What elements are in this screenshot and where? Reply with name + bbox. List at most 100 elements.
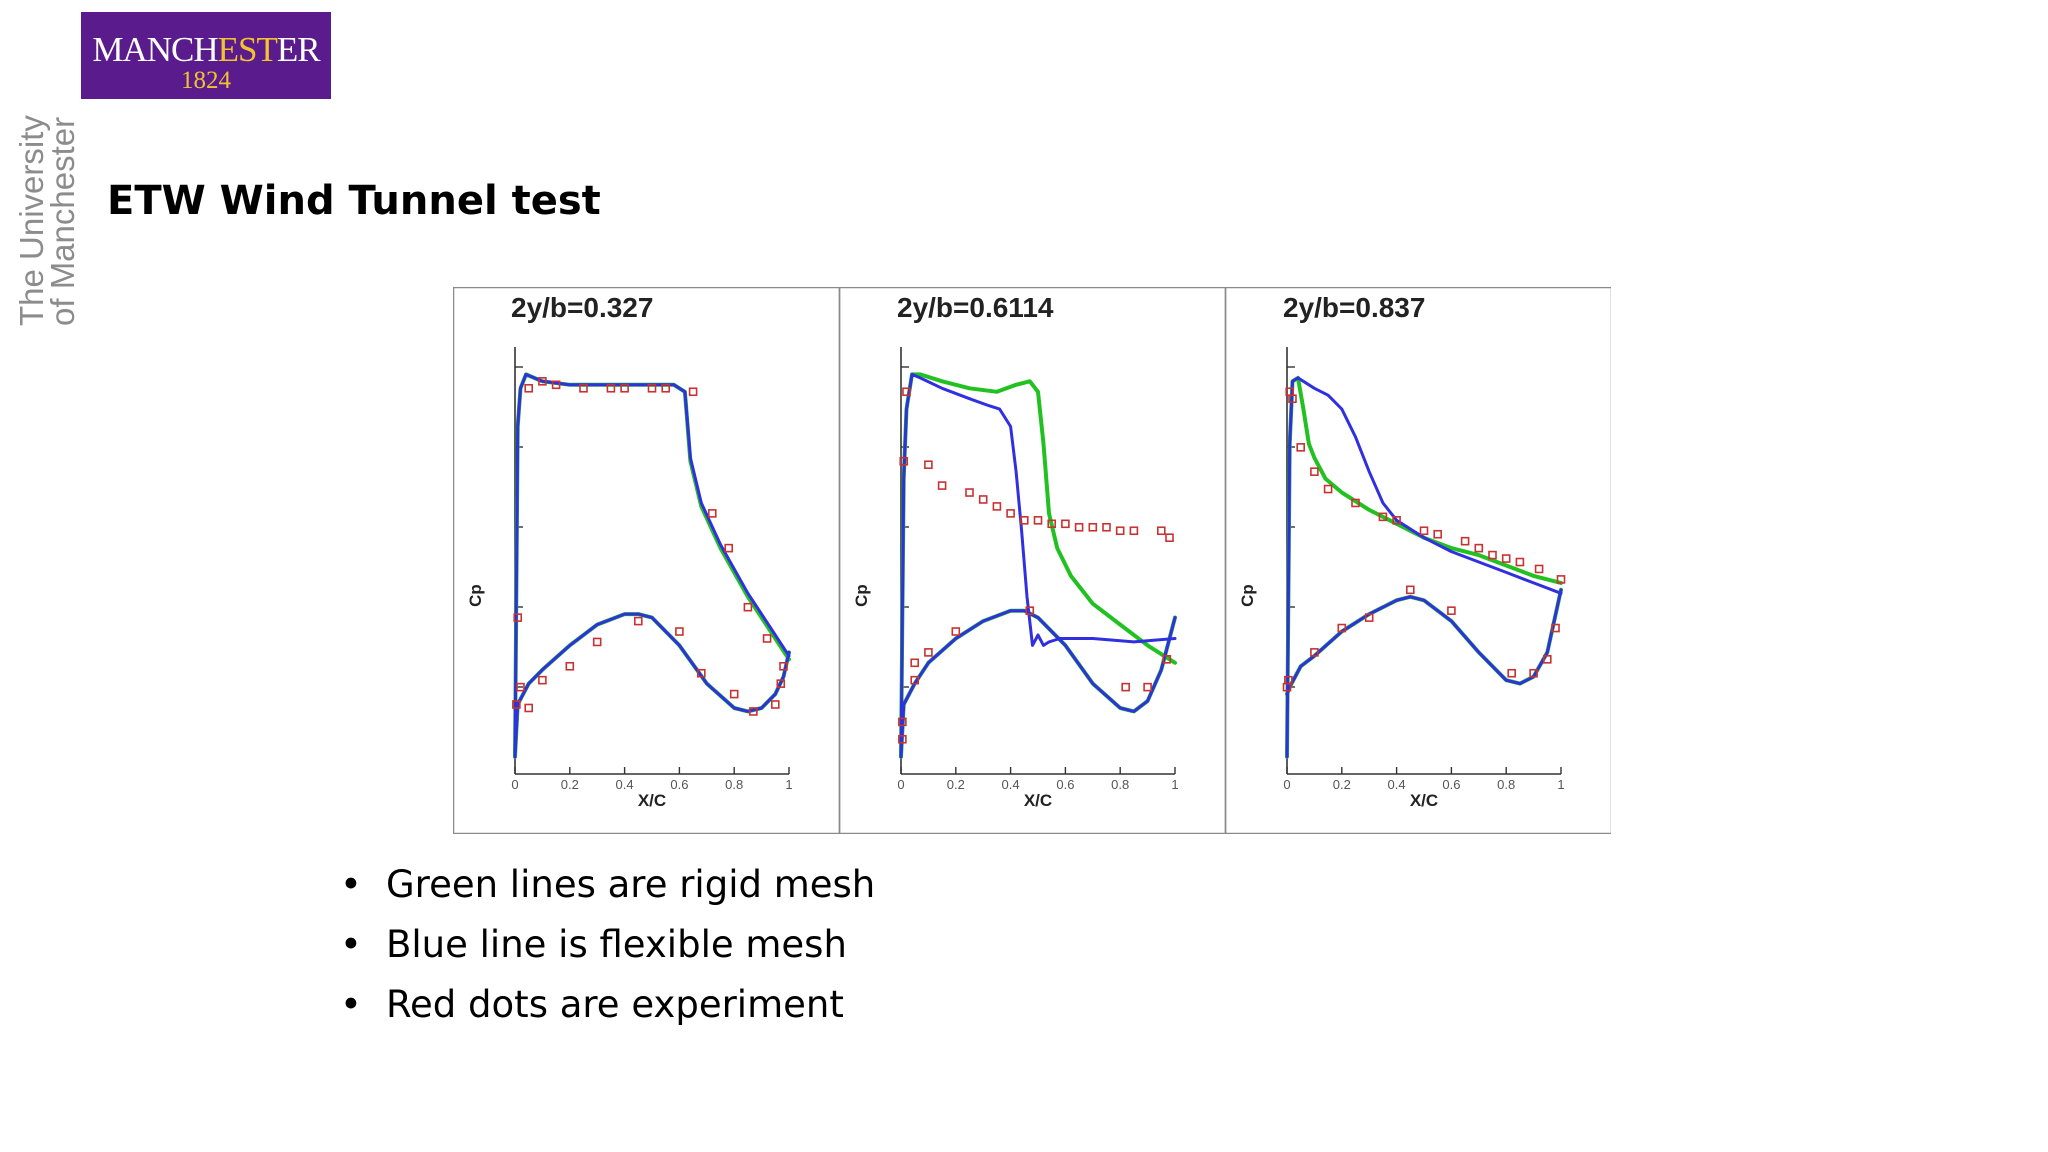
experiment-point xyxy=(978,495,988,504)
experiment-point xyxy=(1515,557,1525,567)
x-tick-label: 1 xyxy=(1171,777,1178,792)
experiment-point xyxy=(1061,519,1070,529)
panel-title: 2y/b=0.327 xyxy=(511,292,653,323)
chart-panel-2: 2y/b=0.6114 0 0.2 0.4 0.6 0.8 1 X/C Cp xyxy=(838,287,1227,834)
university-side-text: The University of Manchester xyxy=(13,96,81,326)
experiment-point xyxy=(770,700,780,709)
panel-title: 2y/b=0.837 xyxy=(1283,292,1425,323)
x-tick-label: 0.2 xyxy=(1333,777,1351,792)
experiment-point xyxy=(902,387,911,397)
flexible-lower-line xyxy=(513,612,791,759)
bullet-text: Green lines are rigid mesh xyxy=(386,863,876,906)
experiment-point xyxy=(924,460,933,470)
experiment-point xyxy=(697,668,706,678)
x-tick-label: 1 xyxy=(785,777,792,792)
experiment-point xyxy=(1433,529,1443,539)
bullet-dot-icon: • xyxy=(340,863,362,906)
side-text-line-2: of Manchester xyxy=(44,116,81,326)
experiment-point xyxy=(516,682,525,692)
chart-panel-3: 2y/b=0.837 0 0.2 0.4 0.6 0.8 1 X/C Cp xyxy=(1224,287,1611,834)
experiment-point xyxy=(647,383,657,393)
cp-distribution-figure: 2y/b=0.327 0 0.2 0.4 0.6 0.8 1 X/C Cp 2y/b=0.6114… xyxy=(453,287,1611,834)
experiment-point xyxy=(1474,543,1484,553)
experiment-point xyxy=(1323,484,1333,494)
x-tick-label: 0.8 xyxy=(1497,777,1515,792)
rigid-upper-line xyxy=(1285,375,1563,759)
x-axis-label: X/C xyxy=(1024,791,1052,810)
experiment-point xyxy=(1288,394,1297,403)
x-tick-label: 0.6 xyxy=(1442,777,1460,792)
x-tick-label: 0.4 xyxy=(1388,777,1406,792)
experiment-point xyxy=(620,383,629,393)
experiment-point xyxy=(1143,682,1152,692)
side-text-line-1: The University xyxy=(13,115,50,326)
experiment-point xyxy=(1501,554,1511,563)
experiment-point xyxy=(1129,526,1139,536)
experiment-point xyxy=(634,616,643,626)
x-tick-label: 0 xyxy=(897,777,904,792)
experiment-point xyxy=(1019,516,1029,525)
experiment-point xyxy=(1006,509,1015,518)
experiment-point xyxy=(937,481,947,490)
panel-frame xyxy=(453,287,841,834)
experiment-point xyxy=(1088,522,1098,532)
experiment-point xyxy=(675,627,684,636)
y-axis-label: Cp xyxy=(852,584,871,607)
experiment-point xyxy=(762,634,772,643)
panel-frame xyxy=(1224,287,1611,834)
y-axis-label: Cp xyxy=(1238,584,1257,607)
x-tick-label: 0.4 xyxy=(1002,777,1020,792)
experiment-point xyxy=(579,383,588,393)
experiment-point xyxy=(1047,519,1057,529)
chart-panel-1: 2y/b=0.327 0 0.2 0.4 0.6 0.8 1 X/C Cp xyxy=(453,287,841,834)
experiment-point xyxy=(729,689,739,699)
rigid-upper-line xyxy=(899,372,1177,759)
experiment-point xyxy=(1556,575,1566,584)
flexible-lower-line xyxy=(1285,588,1563,696)
flexible-upper-line xyxy=(899,372,1177,759)
experiment-point xyxy=(1074,522,1084,532)
experiment-point xyxy=(1162,655,1172,664)
bullet-item: • Green lines are rigid mesh xyxy=(340,855,875,915)
experiment-point xyxy=(1310,467,1319,476)
experiment-point xyxy=(1284,675,1293,685)
x-tick-label: 0.8 xyxy=(725,777,743,792)
x-tick-label: 0.4 xyxy=(616,777,634,792)
experiment-point xyxy=(1529,668,1538,678)
experiment-point xyxy=(1025,606,1035,615)
experiment-point xyxy=(779,661,788,671)
x-tick-label: 0 xyxy=(1283,777,1290,792)
experiment-point xyxy=(1392,516,1401,525)
experiment-point xyxy=(1351,498,1360,508)
x-tick-label: 0.2 xyxy=(561,777,579,792)
bullet-list: • Green lines are rigid mesh • Blue line i… xyxy=(340,855,875,1035)
bullet-dot-icon: • xyxy=(340,983,362,1026)
experiment-point xyxy=(565,661,575,671)
bullet-item: • Blue line is flexible mesh xyxy=(340,915,875,975)
experiment-point xyxy=(1102,522,1111,532)
slide-title: ETW Wind Tunnel test xyxy=(107,178,601,224)
experiment-point xyxy=(1507,668,1516,678)
experiment-point xyxy=(538,675,547,685)
experiment-point xyxy=(910,675,920,685)
experiment-point xyxy=(1033,516,1043,525)
x-tick-label: 0.6 xyxy=(1056,777,1074,792)
experiment-point xyxy=(592,637,602,647)
experiment-point xyxy=(965,488,974,497)
experiment-point xyxy=(512,700,521,709)
x-tick-label: 0.8 xyxy=(1111,777,1129,792)
university-logo: MANCHESTER 1824 xyxy=(81,12,331,99)
experiment-point xyxy=(661,383,670,393)
experiment-point xyxy=(1488,550,1497,560)
experiment-point xyxy=(513,613,523,622)
experiment-point xyxy=(688,387,698,397)
panel-title: 2y/b=0.6114 xyxy=(897,292,1054,323)
experiment-point xyxy=(524,383,533,393)
experiment-point xyxy=(524,703,533,713)
experiment-point xyxy=(1337,623,1347,633)
bullet-dot-icon: • xyxy=(340,923,362,966)
experiment-point xyxy=(724,543,734,553)
experiment-point xyxy=(1405,585,1415,595)
experiment-point xyxy=(1296,443,1306,452)
experiment-point xyxy=(1121,682,1130,692)
